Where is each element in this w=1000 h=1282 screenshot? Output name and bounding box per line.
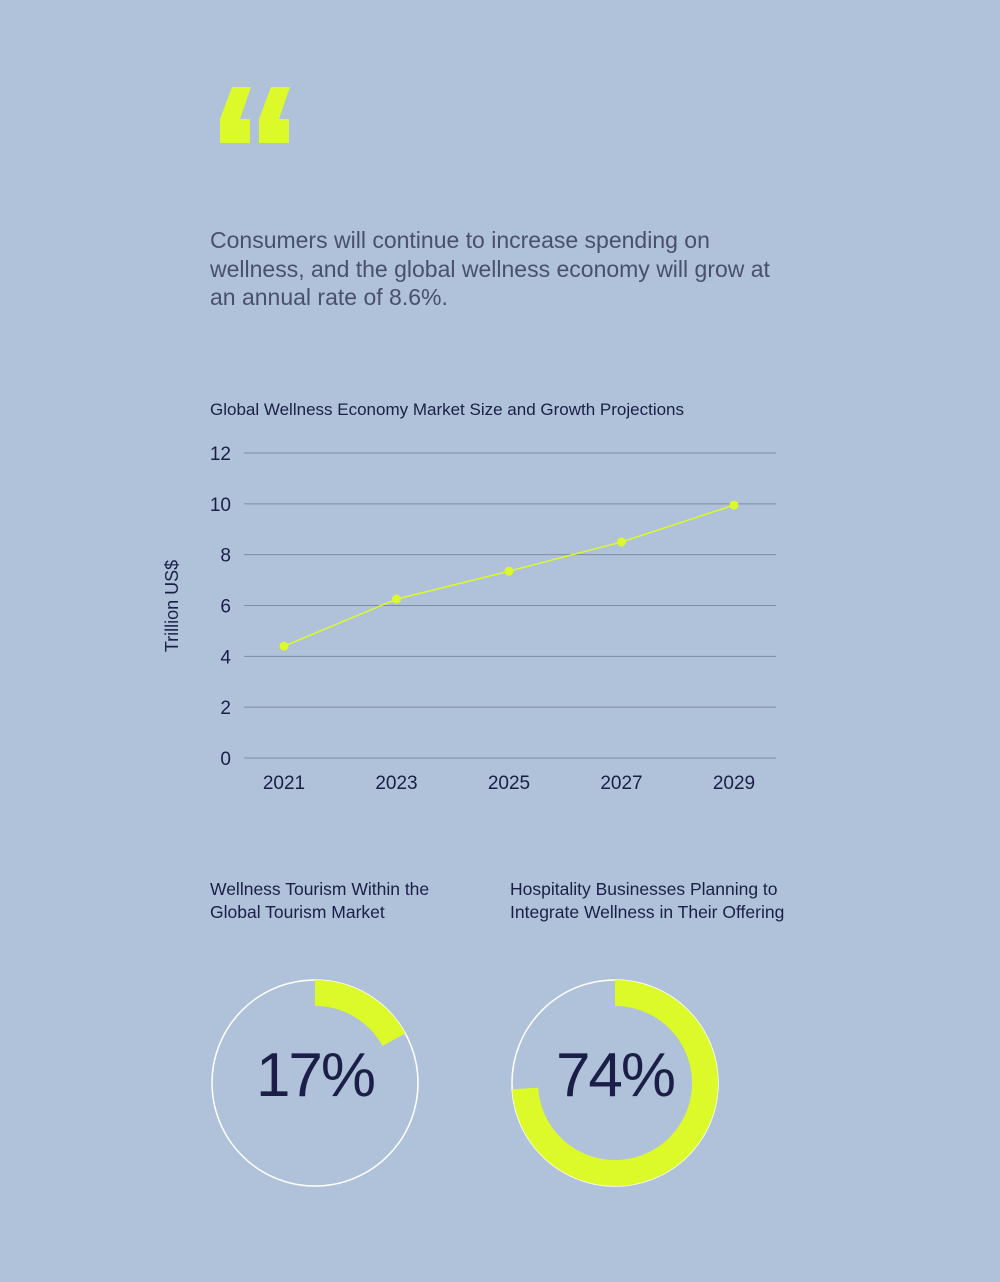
x-tick-label: 2023 [375, 773, 417, 794]
data-point [504, 566, 514, 576]
donut-label-hospitality: Hospitality Businesses Planning to Integ… [510, 879, 785, 922]
data-point [392, 594, 401, 604]
x-tick-label: 2029 [713, 773, 755, 794]
chart-title: Global Wellness Economy Market Size and … [210, 400, 684, 419]
donut-arc [512, 980, 718, 1186]
data-point [729, 500, 739, 510]
x-tick-label: 2027 [600, 773, 642, 794]
line-chart: 0 2 4 6 8 10 12 2021 2023 2025 2027 2029 Trillion US… [162, 444, 776, 794]
y-tick-label: 6 [220, 597, 231, 618]
data-point [617, 537, 626, 547]
donut-label-tourism: Wellness Tourism Within the Global Touri… [210, 879, 430, 922]
donut-value-hospitality: 74% [555, 1041, 676, 1110]
y-tick-label: 4 [220, 647, 231, 668]
donut-value-tourism: 17% [255, 1041, 376, 1110]
y-tick-label: 0 [220, 749, 231, 770]
y-tick-label: 12 [210, 444, 231, 465]
x-tick-label: 2021 [263, 773, 305, 794]
x-tick-label: 2025 [488, 773, 530, 794]
donut-chart-tourism [211, 979, 419, 1187]
y-tick-label: 8 [220, 546, 231, 567]
quote-text: Consumers will continue to increase spen… [210, 227, 770, 310]
donut-arc [212, 980, 418, 1186]
y-tick-label: 2 [220, 698, 231, 719]
y-axis-label: Trillion US$ [162, 560, 182, 652]
data-point [279, 641, 289, 651]
y-tick-label: 10 [210, 495, 231, 516]
donut-chart-hospitality [511, 979, 719, 1187]
quote-mark-icon [220, 87, 290, 143]
